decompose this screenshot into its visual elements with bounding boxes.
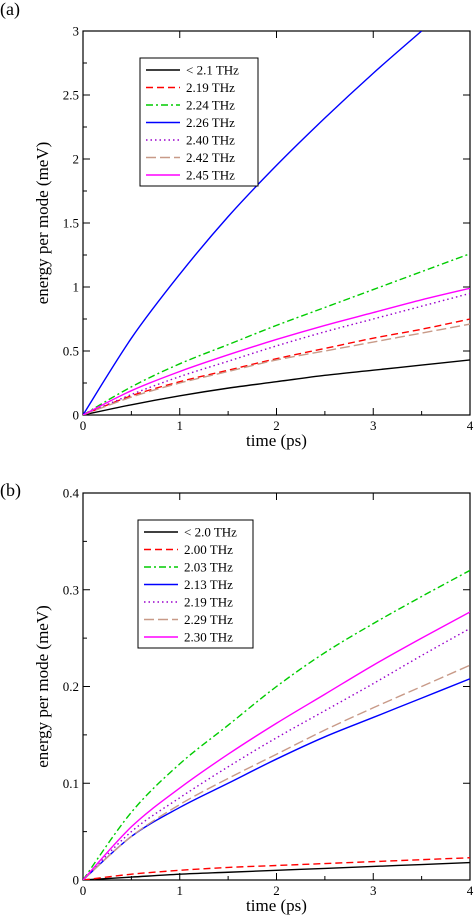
y-tick-label: 1 bbox=[73, 280, 80, 295]
series-line-6 bbox=[83, 287, 470, 415]
series-line-0 bbox=[83, 861, 470, 880]
y-tick-label: 0.2 bbox=[63, 679, 79, 694]
legend-label: 2.13 THz bbox=[184, 577, 233, 592]
legend-box bbox=[139, 57, 259, 187]
y-tick-label: 2.5 bbox=[63, 88, 79, 103]
x-tick-label: 4 bbox=[467, 418, 474, 433]
legend-label: 2.19 THz bbox=[186, 80, 235, 95]
y-tick-label: 0.3 bbox=[63, 582, 79, 597]
y-tick-label: 0 bbox=[73, 873, 80, 888]
y-tick-label: 3 bbox=[73, 24, 80, 39]
x-tick-label: 4 bbox=[467, 883, 474, 898]
legend: < 2.1 THz 2.19 THz 2.24 THz 2.26 THz 2.40 TH… bbox=[139, 57, 259, 187]
series-line-3 bbox=[83, 31, 423, 415]
series-line-6 bbox=[83, 611, 470, 880]
y-tick-label: 0.4 bbox=[63, 486, 80, 501]
x-tick-label: 0 bbox=[80, 883, 87, 898]
legend-label: 2.03 THz bbox=[184, 560, 233, 575]
panel-label: (a) bbox=[0, 0, 20, 20]
series-line-4 bbox=[83, 292, 470, 415]
x-tick-label: 1 bbox=[177, 418, 184, 433]
series-line-1 bbox=[83, 857, 470, 880]
x-axis-label: time (ps) bbox=[246, 896, 307, 915]
legend-label: 2.30 THz bbox=[184, 630, 233, 645]
y-tick-label: 2 bbox=[73, 152, 80, 167]
panel-b: (b) 0 1 2 3 4 0 0.1 0.2 0.3 0.4 time (ps) energy per… bbox=[0, 480, 474, 915]
legend-label: 2.29 THz bbox=[184, 612, 233, 627]
legend-label: < 2.0 THz bbox=[184, 525, 237, 540]
series-group bbox=[83, 31, 470, 415]
series-line-2 bbox=[83, 253, 470, 415]
x-tick-label: 0 bbox=[80, 418, 87, 433]
x-tick-label: 2 bbox=[273, 418, 280, 433]
y-tick-label: 0.1 bbox=[63, 776, 79, 791]
legend-label: 2.45 THz bbox=[186, 168, 235, 183]
legend-label: 2.24 THz bbox=[186, 98, 235, 113]
y-tick-label: 1.5 bbox=[63, 216, 79, 231]
legend-label: 2.26 THz bbox=[186, 115, 235, 130]
series-line-2 bbox=[83, 569, 470, 880]
series-line-1 bbox=[83, 318, 470, 415]
panel-a: (a) 0 1 2 3 4 0 0.5 1 1.5 2 2.5 3 time (ps) energy per… bbox=[0, 0, 474, 450]
legend-label: 2.00 THz bbox=[184, 542, 233, 557]
legend-label: < 2.1 THz bbox=[186, 63, 239, 78]
x-tick-label: 2 bbox=[273, 883, 280, 898]
legend-label: 2.19 THz bbox=[184, 595, 233, 610]
legend-label: 2.40 THz bbox=[186, 133, 235, 148]
panel-label: (b) bbox=[0, 480, 21, 501]
y-tick-label: 0 bbox=[73, 408, 80, 423]
series-group bbox=[83, 569, 470, 880]
series-line-5 bbox=[83, 664, 470, 880]
y-axis-label: energy per mode (meV) bbox=[33, 142, 52, 305]
x-axis-label: time (ps) bbox=[246, 431, 307, 450]
series-line-0 bbox=[83, 359, 470, 415]
y-axis-label: energy per mode (meV) bbox=[33, 605, 52, 768]
x-tick-label: 3 bbox=[370, 883, 377, 898]
x-tick-label: 3 bbox=[370, 418, 377, 433]
series-line-3 bbox=[83, 678, 470, 880]
legend-label: 2.42 THz bbox=[186, 150, 235, 165]
y-tick-label: 0.5 bbox=[63, 344, 79, 359]
legend: < 2.0 THz 2.00 THz 2.03 THz 2.13 THz 2.19 TH… bbox=[137, 519, 254, 649]
series-line-5 bbox=[83, 323, 470, 415]
x-tick-label: 1 bbox=[177, 883, 184, 898]
